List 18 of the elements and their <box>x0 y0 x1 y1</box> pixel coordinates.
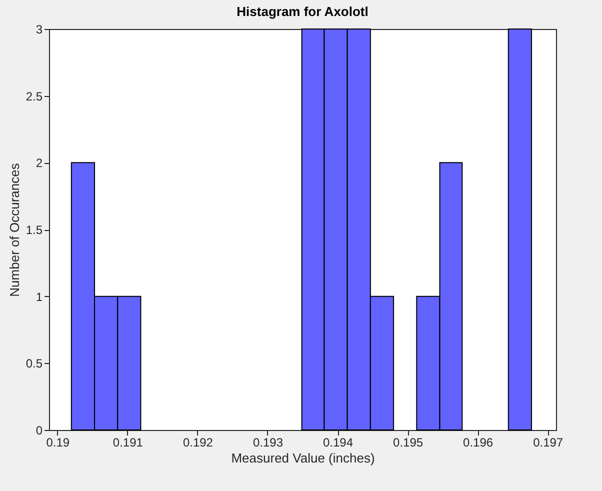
x-tick-label: 0.195 <box>393 436 424 450</box>
x-tick-label: 0.196 <box>463 436 494 450</box>
y-tick-label: 2.5 <box>26 89 43 104</box>
y-tick-label: 1.5 <box>26 223 43 237</box>
y-tick-label: 2 <box>36 156 43 170</box>
x-tick-label: 0.194 <box>323 436 354 450</box>
x-tick-label: 0.192 <box>182 436 214 450</box>
x-tick-label: 0.19 <box>46 436 70 450</box>
y-tick-label: 1 <box>36 290 43 304</box>
y-tick-label: 0.5 <box>26 356 43 371</box>
x-axis-title: Measured Value (inches) <box>231 450 375 466</box>
x-tick-label: 0.193 <box>252 436 284 450</box>
y-axis-title: Number of Occurances <box>6 162 22 297</box>
y-tick-label: 0 <box>36 424 43 438</box>
y-tick-label: 3 <box>36 22 43 36</box>
x-tick-label: 0.191 <box>112 436 144 450</box>
x-tick-label: 0.197 <box>533 436 564 450</box>
chart-title: Histagram for Axolotl <box>236 4 368 19</box>
